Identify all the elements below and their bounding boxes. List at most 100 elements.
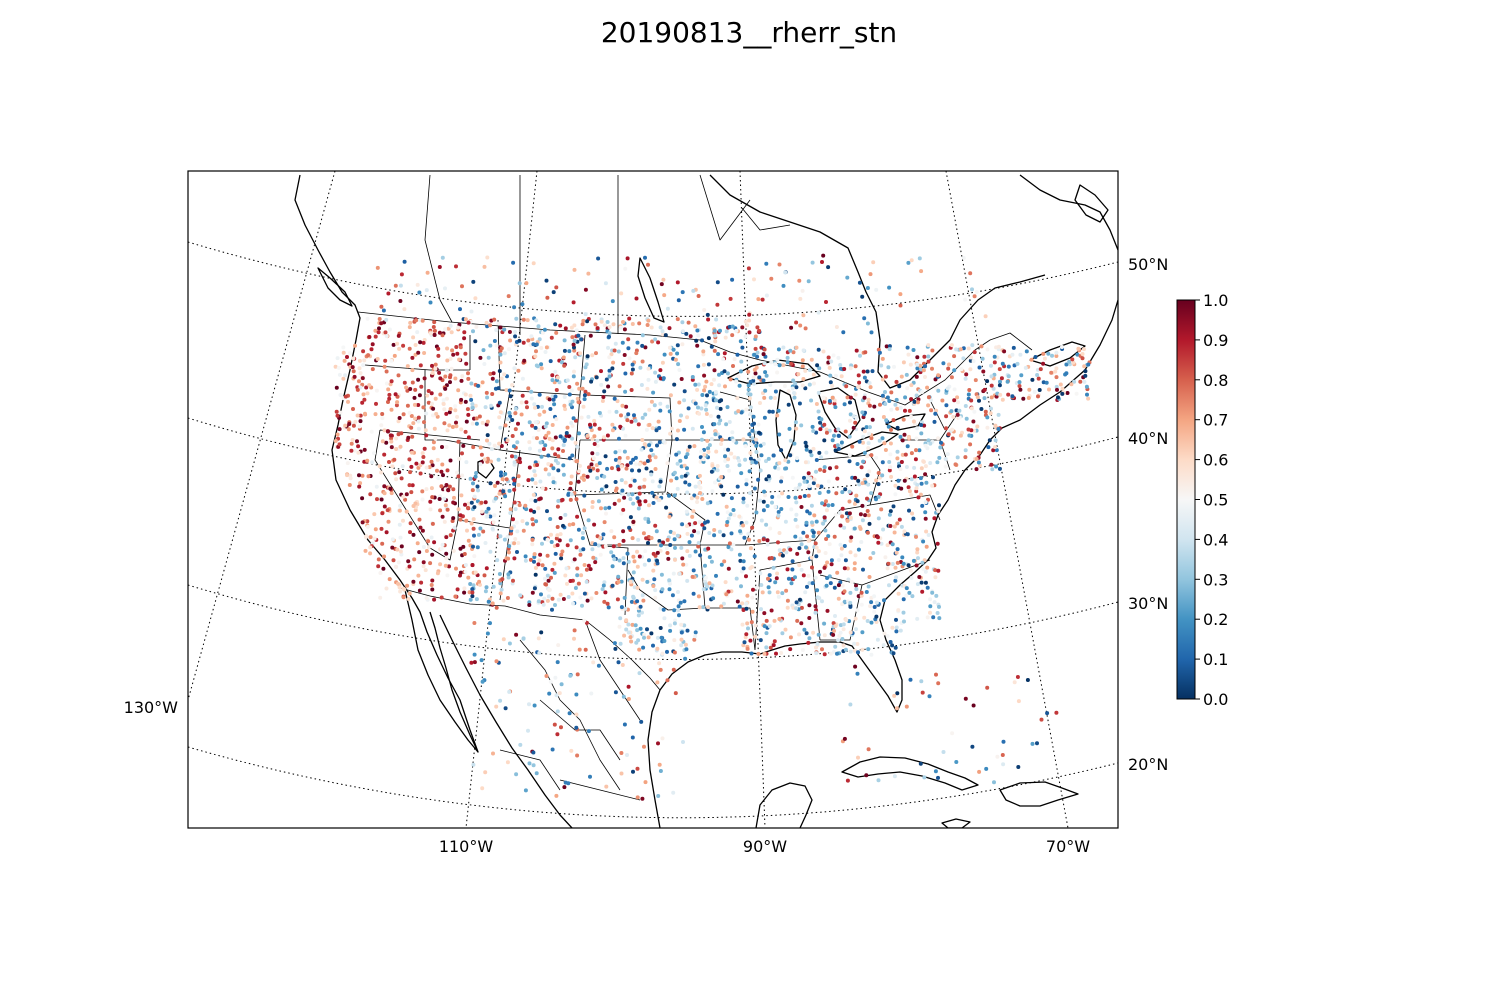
station-marker [512, 481, 517, 486]
station-marker [463, 399, 468, 404]
station-marker [662, 293, 667, 298]
station-marker [553, 458, 558, 463]
station-marker [888, 509, 893, 514]
station-marker [744, 601, 749, 606]
station-marker [970, 287, 974, 292]
station-marker [832, 398, 837, 403]
station-marker [567, 349, 572, 354]
station-marker [914, 534, 918, 539]
station-marker [993, 423, 998, 428]
station-marker [714, 573, 718, 578]
station-marker [612, 641, 617, 646]
station-marker [919, 423, 924, 427]
station-marker [409, 490, 414, 495]
station-marker [812, 477, 817, 482]
station-marker [585, 319, 590, 324]
station-marker [822, 515, 827, 520]
station-marker [768, 395, 773, 400]
station-marker [523, 503, 528, 508]
station-marker [583, 389, 588, 394]
station-marker [466, 538, 471, 543]
station-marker [945, 386, 950, 391]
station-marker [428, 300, 433, 305]
station-marker [544, 674, 549, 678]
station-marker [880, 356, 885, 361]
station-marker [508, 507, 513, 512]
station-marker [871, 551, 876, 555]
station-marker [1005, 379, 1010, 384]
station-marker [860, 503, 865, 508]
station-marker [690, 375, 695, 379]
station-marker [621, 538, 626, 543]
station-marker [602, 580, 607, 585]
station-marker [472, 494, 477, 499]
station-marker [704, 412, 709, 416]
station-marker [502, 372, 507, 377]
station-marker [492, 443, 497, 448]
station-marker [764, 477, 769, 482]
station-marker [612, 535, 617, 540]
station-marker [836, 446, 841, 451]
station-marker [749, 651, 754, 656]
station-marker [830, 383, 835, 388]
station-marker [474, 597, 479, 602]
station-marker [933, 411, 938, 416]
station-marker [673, 545, 677, 550]
station-marker [925, 446, 930, 451]
station-marker [795, 618, 800, 623]
station-marker [604, 484, 609, 489]
station-marker [869, 453, 874, 458]
station-marker [416, 415, 421, 420]
station-marker [916, 495, 921, 500]
station-marker [770, 495, 775, 499]
station-marker [918, 761, 923, 766]
station-marker [872, 609, 877, 614]
station-marker [892, 364, 896, 369]
station-marker [496, 457, 501, 462]
station-marker [640, 796, 645, 801]
station-marker [885, 395, 890, 400]
station-marker [421, 564, 426, 569]
station-marker [748, 456, 753, 461]
station-marker [497, 400, 502, 405]
station-marker [719, 475, 724, 479]
station-marker [417, 393, 422, 398]
station-marker [464, 460, 469, 465]
station-marker [687, 540, 692, 545]
station-marker [810, 520, 814, 525]
station-marker [633, 455, 638, 460]
station-marker [624, 627, 629, 632]
station-marker [524, 281, 529, 286]
station-marker [869, 491, 874, 496]
station-marker [779, 475, 784, 480]
station-marker [721, 601, 726, 606]
station-marker [669, 426, 674, 431]
station-marker [389, 491, 394, 496]
station-marker [864, 590, 869, 594]
station-marker [963, 376, 968, 381]
station-marker [900, 438, 905, 443]
station-marker [853, 664, 858, 669]
station-marker [653, 523, 658, 528]
station-marker [902, 619, 906, 624]
station-marker [655, 558, 659, 563]
station-marker [887, 347, 892, 352]
station-marker [562, 348, 567, 353]
station-marker [343, 423, 348, 428]
station-marker [540, 486, 545, 491]
station-marker [698, 553, 703, 558]
station-marker [481, 529, 486, 534]
station-marker [699, 406, 704, 411]
station-marker [550, 607, 554, 612]
station-marker [747, 318, 752, 323]
station-marker [904, 465, 909, 469]
station-marker [907, 508, 911, 513]
station-marker [516, 474, 521, 479]
station-marker [515, 440, 520, 445]
station-marker [821, 349, 826, 354]
station-marker [711, 596, 716, 601]
station-marker [744, 407, 749, 412]
station-marker [626, 697, 631, 701]
station-marker [368, 535, 373, 540]
station-marker [530, 542, 535, 547]
